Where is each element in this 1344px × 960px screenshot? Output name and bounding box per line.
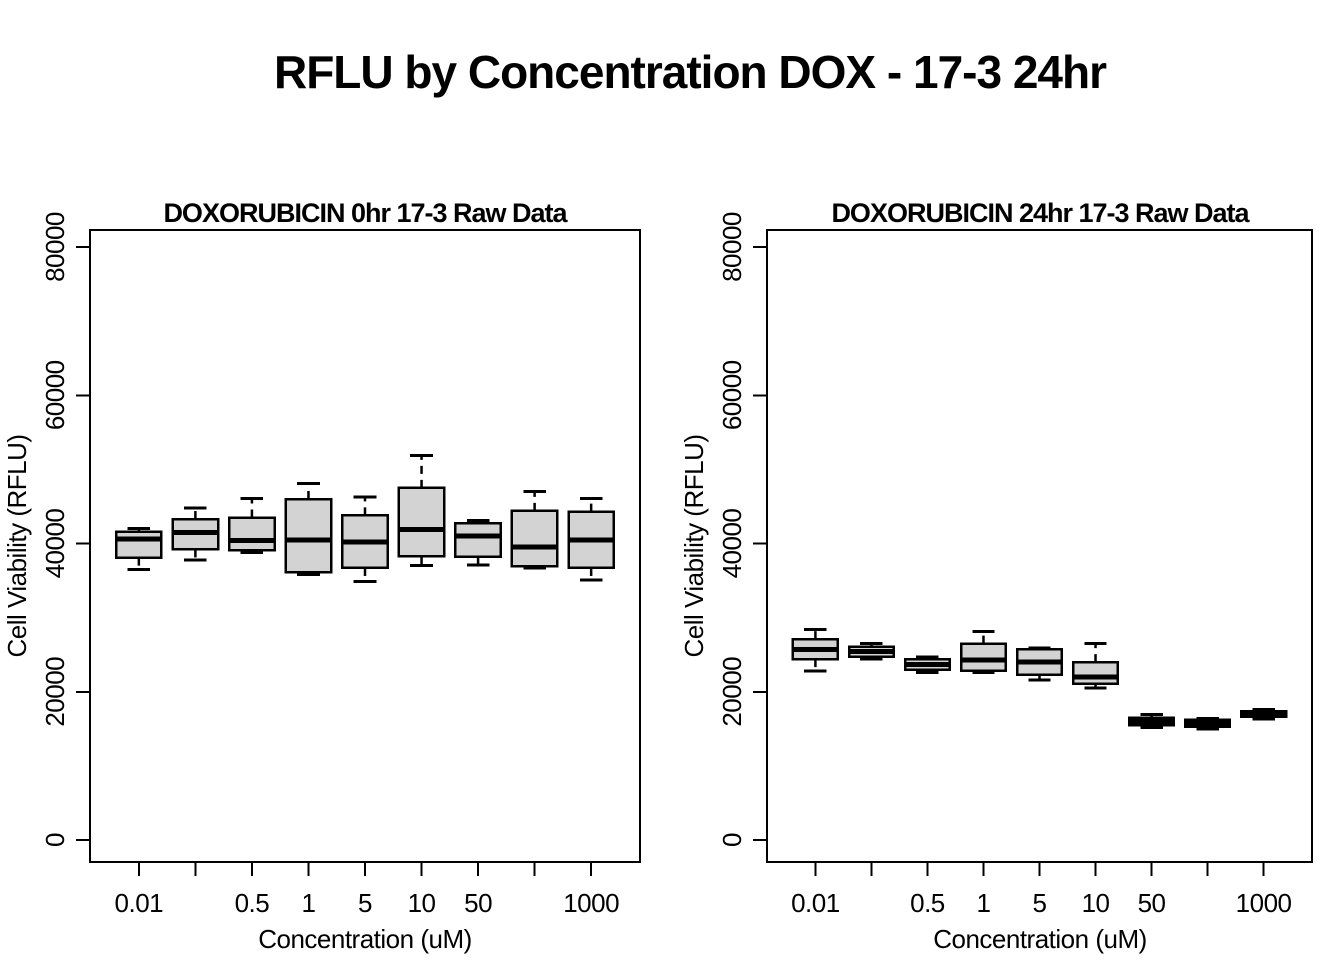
boxplot-group <box>1015 646 1064 682</box>
boxplot-group <box>510 490 559 570</box>
x-tick-label: 0.01 <box>115 888 164 918</box>
y-tick-label: 80000 <box>717 212 747 282</box>
boxplot-group <box>171 506 220 562</box>
y-tick-label: 60000 <box>717 360 747 430</box>
boxplot-group <box>791 627 840 673</box>
plot-border <box>766 229 1313 863</box>
x-tick-label: 5 <box>358 888 372 918</box>
right-y-axis-title: Cell Viability (RFLU) <box>679 434 709 657</box>
x-tick-label: 1000 <box>1236 888 1292 918</box>
right-x-axis-title: Concentration (uM) <box>933 924 1147 954</box>
x-tick-label: 50 <box>464 888 492 918</box>
x-tick-label: 0.5 <box>235 888 270 918</box>
boxplot-group <box>959 630 1008 674</box>
x-tick-label: 10 <box>1082 888 1110 918</box>
x-tick-label: 1 <box>976 888 990 918</box>
y-tick-label: 80000 <box>40 212 70 282</box>
box-rect <box>510 509 559 568</box>
boxplot-group <box>397 453 446 568</box>
left-plot-area: 0 20000 40000 60000 80000 0.01 0.5 1 5 10 50 1000 <box>40 212 641 918</box>
boxplot-group <box>341 495 389 583</box>
left-panel-title: DOXORUBICIN 0hr 17-3 Raw Data <box>163 198 568 228</box>
x-tick-label: 1000 <box>563 888 619 918</box>
boxplot-group <box>1239 708 1288 721</box>
y-tick-label: 0 <box>40 833 70 847</box>
y-tick-label: 0 <box>717 833 747 847</box>
boxplot-group <box>903 655 952 674</box>
box-rect <box>114 530 163 559</box>
boxplot-group <box>1071 642 1120 690</box>
boxplot-group <box>567 496 616 582</box>
y-tick-label: 20000 <box>40 657 70 727</box>
box-rect <box>1071 660 1120 685</box>
left-x-axis-title: Concentration (uM) <box>258 924 472 954</box>
box-rect <box>454 522 502 559</box>
x-tick-label: 10 <box>408 888 436 918</box>
boxplot-group <box>847 642 896 661</box>
main-title: RFLU by Concentration DOX - 17-3 24hr <box>274 46 1107 98</box>
y-tick-label: 40000 <box>717 509 747 579</box>
left-y-axis-title: Cell Viability (RFLU) <box>2 434 32 657</box>
right-plot-area: 0 20000 40000 60000 80000 0.01 0.5 1 5 10 50 1000 <box>717 212 1313 918</box>
box-rect <box>959 642 1008 673</box>
box-rect <box>228 516 276 552</box>
box-rect <box>284 497 333 574</box>
box-rect <box>397 486 446 558</box>
y-tick-label: 60000 <box>40 360 70 430</box>
boxplot-group <box>454 519 502 567</box>
boxplot-group <box>228 496 276 554</box>
y-tick-label: 40000 <box>40 509 70 579</box>
x-tick-label: 5 <box>1033 888 1047 918</box>
boxplot-group <box>1127 713 1176 729</box>
right-panel-title: DOXORUBICIN 24hr 17-3 Raw Data <box>831 198 1250 228</box>
x-tick-label: 0.5 <box>910 888 945 918</box>
x-tick-label: 50 <box>1138 888 1166 918</box>
x-tick-label: 0.01 <box>791 888 840 918</box>
x-tick-label: 1 <box>301 888 315 918</box>
boxplot-group <box>284 481 333 577</box>
y-tick-label: 20000 <box>717 657 747 727</box>
boxplot-group <box>1183 716 1232 731</box>
boxplot-group <box>114 527 163 571</box>
